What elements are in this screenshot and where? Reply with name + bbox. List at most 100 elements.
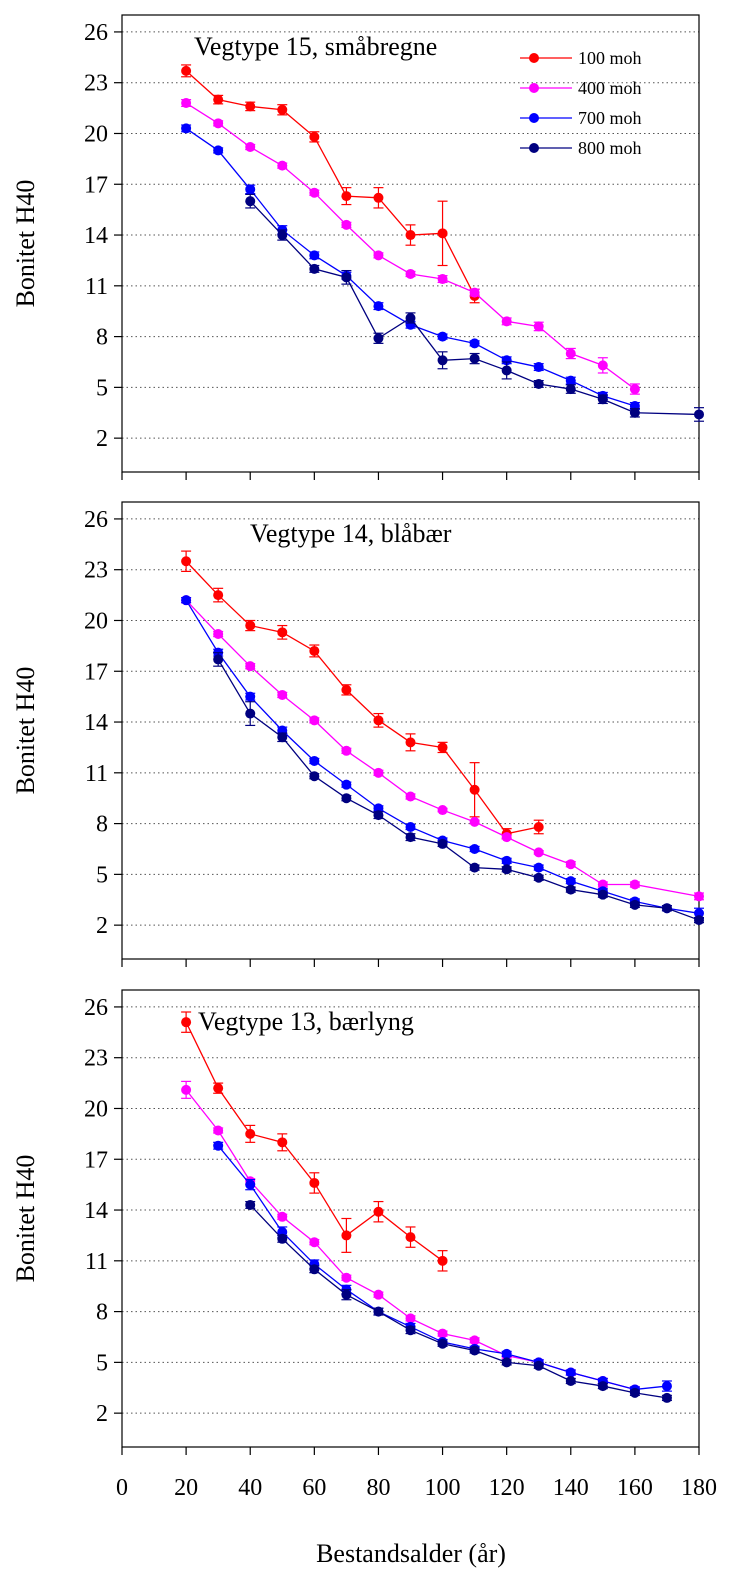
- y-axis-title: Bonitet H40: [11, 1155, 40, 1283]
- legend-marker: [529, 83, 539, 93]
- data-point: [533, 362, 544, 373]
- data-point: [694, 891, 704, 902]
- data-point: [437, 355, 448, 366]
- data-point: [341, 779, 352, 790]
- y-tick-label: 20: [84, 608, 108, 634]
- data-point: [277, 732, 288, 743]
- data-point: [309, 645, 320, 656]
- data-point: [405, 832, 416, 843]
- x-tick-label: 20: [174, 1475, 198, 1501]
- data-point: [373, 767, 384, 778]
- x-tick-label: 180: [681, 1475, 717, 1501]
- data-point: [597, 1381, 608, 1392]
- data-point: [405, 1325, 416, 1336]
- data-point: [437, 274, 448, 285]
- data-point: [533, 862, 544, 873]
- y-tick-label: 2: [96, 426, 108, 452]
- x-tick-label: 100: [425, 1475, 461, 1501]
- series-line: [185, 560, 539, 835]
- data-point: [533, 847, 544, 858]
- data-point: [533, 321, 544, 332]
- y-tick-label: 11: [85, 761, 108, 787]
- series-line: [249, 1204, 668, 1399]
- data-point: [245, 1179, 256, 1190]
- data-point: [437, 228, 448, 239]
- data-point: [245, 196, 256, 207]
- data-point: [661, 1381, 672, 1392]
- data-point: [405, 1313, 416, 1324]
- y-tick-label: 23: [84, 558, 108, 584]
- data-point: [309, 771, 320, 782]
- data-point: [245, 1199, 256, 1210]
- data-point: [277, 230, 288, 241]
- data-point: [341, 793, 352, 804]
- data-point: [661, 1392, 672, 1403]
- data-point: [277, 104, 288, 115]
- data-point: [565, 1367, 576, 1378]
- data-point: [277, 1137, 288, 1148]
- series-line: [217, 659, 700, 921]
- series-700-moh: [181, 123, 640, 411]
- data-point: [341, 272, 352, 283]
- y-tick-label: 17: [84, 659, 108, 685]
- y-tick-label: 2: [96, 913, 108, 939]
- y-tick-label: 14: [84, 1198, 108, 1224]
- data-point: [437, 742, 448, 753]
- data-point: [309, 1264, 320, 1275]
- data-point: [565, 375, 576, 386]
- legend-marker: [529, 53, 539, 63]
- data-point: [405, 268, 416, 279]
- series-line: [185, 127, 636, 407]
- data-point: [341, 684, 352, 695]
- data-point: [213, 1125, 224, 1136]
- data-point: [629, 879, 640, 890]
- data-point: [533, 1360, 544, 1371]
- legend-marker: [529, 113, 539, 123]
- data-point: [597, 394, 608, 405]
- data-point: [181, 1084, 192, 1095]
- x-tick-label: 80: [366, 1475, 390, 1501]
- y-axis-title: Bonitet H40: [11, 667, 40, 795]
- series-700-moh: [181, 595, 704, 919]
- data-point: [694, 915, 704, 926]
- data-point: [213, 145, 224, 156]
- data-point: [181, 595, 192, 606]
- data-point: [245, 142, 256, 153]
- y-tick-label: 14: [84, 710, 108, 736]
- data-point: [565, 859, 576, 870]
- data-point: [629, 384, 640, 395]
- legend-entry: 800 moh: [578, 138, 642, 158]
- data-point: [309, 1237, 320, 1248]
- data-point: [629, 1387, 640, 1398]
- data-point: [405, 791, 416, 802]
- legend-entry: 400 moh: [578, 78, 642, 98]
- y-tick-label: 5: [96, 375, 108, 401]
- data-point: [565, 384, 576, 395]
- data-point: [661, 903, 672, 914]
- x-tick-label: 160: [617, 1475, 653, 1501]
- data-point: [469, 353, 480, 364]
- data-point: [309, 187, 320, 198]
- series-100-moh: [181, 1011, 448, 1272]
- x-tick-label: 60: [302, 1475, 326, 1501]
- y-tick-label: 11: [85, 274, 108, 300]
- plot-frame: [121, 501, 700, 960]
- chart-panel-2: 2 5 8 11 14 17 20 23 26 Bonitet H40 Vegtype 14, bl…: [11, 501, 704, 967]
- y-axis-title: Bonitet H40: [11, 180, 40, 308]
- data-point: [373, 250, 384, 261]
- data-point: [245, 661, 256, 672]
- data-point: [181, 65, 192, 76]
- data-point: [405, 1232, 416, 1243]
- data-point: [373, 810, 384, 821]
- data-point: [277, 627, 288, 638]
- data-point: [341, 1289, 352, 1300]
- data-point: [373, 715, 384, 726]
- series-800-moh: [213, 652, 704, 926]
- y-tick-label: 8: [96, 1300, 108, 1326]
- data-point: [341, 219, 352, 230]
- data-point: [373, 333, 384, 344]
- data-point: [501, 855, 512, 866]
- y-tick-label: 8: [96, 325, 108, 351]
- data-point: [694, 409, 704, 420]
